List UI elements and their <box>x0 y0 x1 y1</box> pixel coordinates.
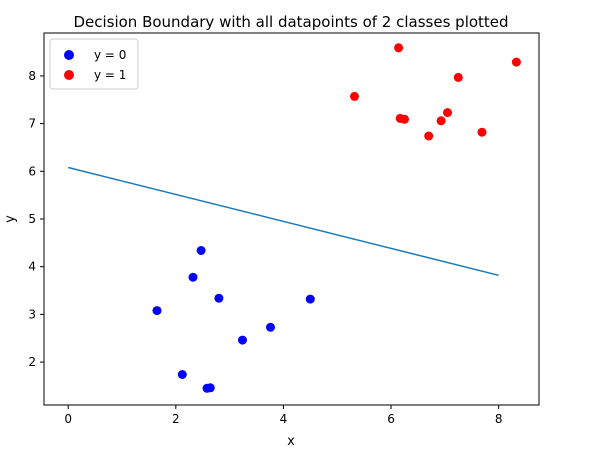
point-class-1-8 <box>477 127 487 137</box>
x-axis-ticks: 0 2 4 6 8 <box>64 405 502 426</box>
y-tick-label-6: 6 <box>28 164 36 178</box>
point-class-1-1 <box>394 43 404 53</box>
legend-marker-class-1 <box>64 70 74 80</box>
plot-marks <box>68 43 521 393</box>
legend-marker-class-0 <box>64 50 74 60</box>
point-class-0-1 <box>177 370 187 379</box>
x-tick-label-6: 6 <box>387 412 395 426</box>
point-class-0-7 <box>238 335 247 345</box>
legend-label-class-0: y = 0 <box>94 48 126 62</box>
x-tick-label-0: 0 <box>64 412 72 426</box>
point-class-1-0 <box>350 91 359 101</box>
decision-boundary-line <box>68 166 499 277</box>
y-axis-ticks: 2 3 4 5 6 7 8 <box>28 69 44 369</box>
y-tick-label-5: 5 <box>28 212 36 226</box>
legend-label-class-1: y = 1 <box>94 68 126 82</box>
x-tick-label-2: 2 <box>172 412 180 426</box>
y-axis-label: y <box>3 215 18 223</box>
legend: y = 0 y = 1 <box>49 38 139 90</box>
y-tick-label-8: 8 <box>28 69 36 83</box>
x-tick-label-8: 8 <box>495 412 503 426</box>
point-class-0-5 <box>205 383 215 393</box>
point-class-0-3 <box>196 246 206 255</box>
point-class-1-5 <box>436 116 446 126</box>
point-class-1-3 <box>400 114 409 124</box>
y-tick-label-4: 4 <box>28 260 36 274</box>
y-tick-label-3: 3 <box>28 307 36 321</box>
y-tick-label-2: 2 <box>28 355 36 369</box>
point-class-0-0 <box>152 306 162 316</box>
point-class-1-4 <box>424 131 434 141</box>
chart-title: Decision Boundary with all datapoints of… <box>73 13 508 31</box>
point-class-0-6 <box>214 293 224 303</box>
x-tick-label-4: 4 <box>280 412 288 426</box>
point-class-1-7 <box>453 72 463 82</box>
x-axis-label: x <box>287 434 295 449</box>
y-tick-label-7: 7 <box>28 117 36 131</box>
point-class-1-6 <box>443 108 452 118</box>
point-class-0-9 <box>305 294 315 304</box>
point-class-0-2 <box>188 272 198 282</box>
point-class-1-9 <box>511 57 521 67</box>
point-class-0-8 <box>266 322 275 332</box>
